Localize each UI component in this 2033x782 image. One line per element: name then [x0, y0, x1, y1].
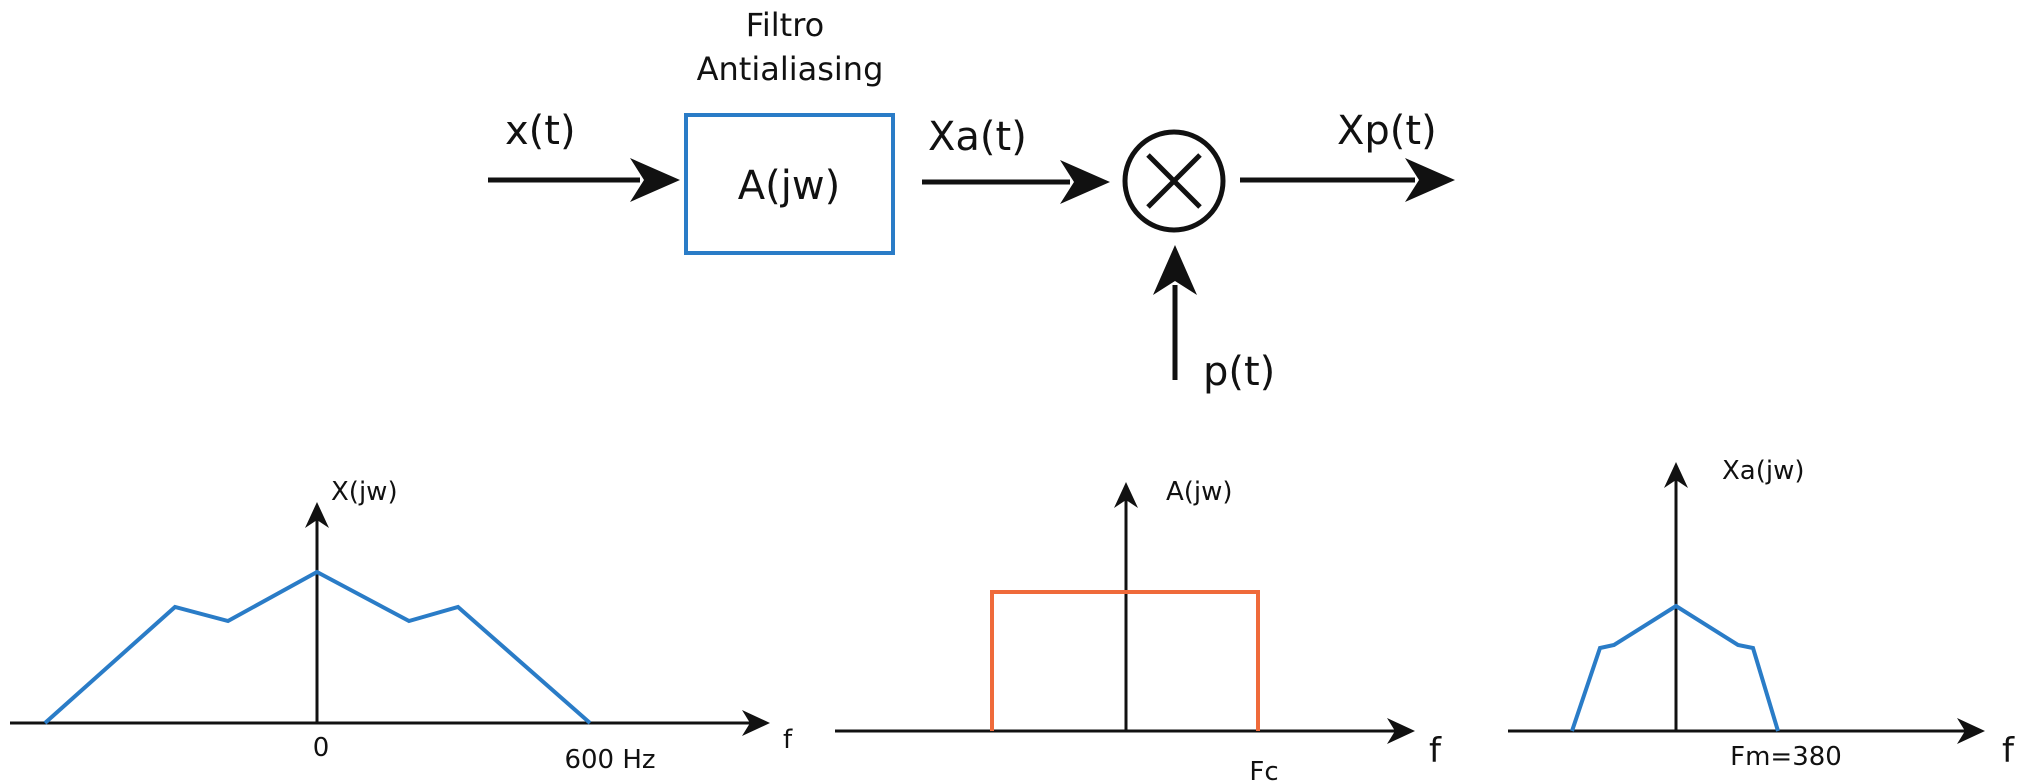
x-axis	[1508, 718, 1985, 744]
input-spectrum-plot: X(jw) f 0 600 Hz	[10, 477, 793, 775]
multiply-circle-icon	[1122, 129, 1226, 233]
tick-max-frequency: 600 Hz	[564, 745, 655, 775]
filter-response-curve	[990, 590, 1260, 731]
input-spectrum-curve	[43, 569, 592, 725]
tick-zero: 0	[313, 733, 330, 763]
y-axis-label: X(jw)	[331, 477, 398, 507]
x-axis	[835, 718, 1415, 744]
x-axis-label: f	[2002, 731, 2015, 771]
filter-title-line1: Filtro	[746, 6, 824, 44]
y-axis	[1664, 462, 1688, 731]
x-axis	[10, 710, 770, 736]
y-axis-label: Xa(jw)	[1722, 456, 1805, 486]
block-diagram: Filtro Antialiasing x(t) A(jw) Xa(t) Xp(…	[488, 6, 1455, 395]
sampling-arrow	[1153, 245, 1197, 380]
sampling-signal-label: p(t)	[1203, 349, 1275, 395]
filtered-signal-arrow	[922, 160, 1110, 204]
filter-block	[684, 113, 895, 255]
x-axis-label: f	[1429, 731, 1442, 771]
filter-block-label: A(jw)	[738, 163, 840, 209]
y-axis	[1114, 482, 1138, 731]
filter-title-line2: Antialiasing	[697, 50, 884, 88]
tick-max-frequency: Fm=380	[1730, 742, 1842, 772]
output-arrow	[1240, 158, 1455, 202]
x-axis-label: f	[783, 725, 793, 755]
filter-response-plot: A(jw) f Fc	[835, 477, 1442, 782]
tick-cutoff: Fc	[1249, 757, 1278, 782]
filtered-signal-label: Xa(t)	[928, 114, 1027, 160]
y-axis	[305, 502, 329, 723]
input-signal-label: x(t)	[505, 108, 576, 154]
input-arrow	[488, 158, 680, 202]
output-signal-label: Xp(t)	[1337, 108, 1437, 154]
filtered-spectrum-curve	[1570, 603, 1780, 732]
y-axis-label: A(jw)	[1166, 477, 1233, 507]
filtered-spectrum-plot: Xa(jw) f Fm=380	[1508, 456, 2015, 772]
